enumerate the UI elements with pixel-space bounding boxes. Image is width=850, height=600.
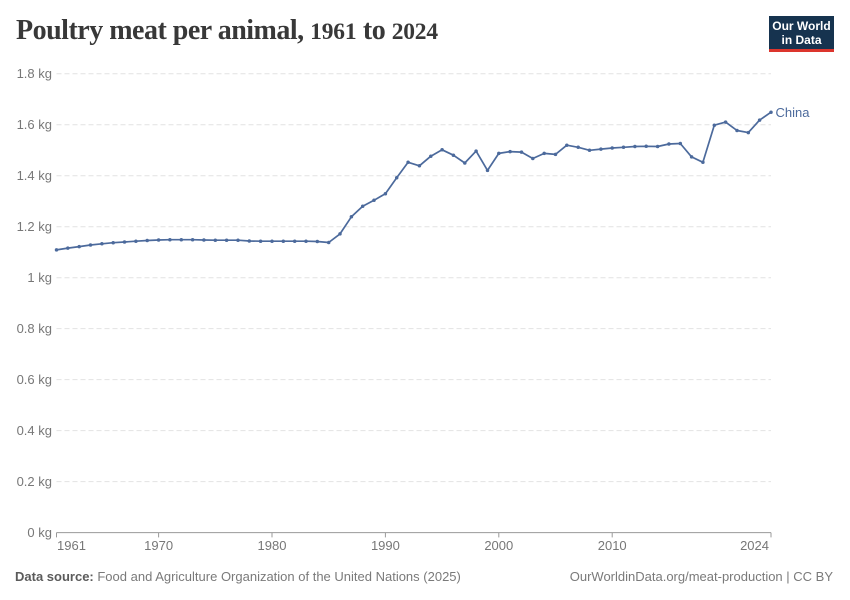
svg-text:1 kg: 1 kg [27, 270, 52, 285]
svg-text:1.6 kg: 1.6 kg [17, 117, 52, 132]
svg-text:China: China [776, 105, 811, 120]
svg-text:2000: 2000 [484, 538, 513, 553]
svg-text:1.2 kg: 1.2 kg [17, 219, 52, 234]
svg-text:0.4 kg: 0.4 kg [17, 423, 52, 438]
svg-text:0.2 kg: 0.2 kg [17, 474, 52, 489]
svg-text:1.4 kg: 1.4 kg [17, 168, 52, 183]
svg-text:2010: 2010 [598, 538, 627, 553]
svg-text:0.8 kg: 0.8 kg [17, 321, 52, 336]
svg-text:2024: 2024 [740, 538, 769, 553]
svg-text:1990: 1990 [371, 538, 400, 553]
svg-text:1961: 1961 [57, 538, 86, 553]
svg-text:0 kg: 0 kg [27, 525, 52, 540]
svg-text:1970: 1970 [144, 538, 173, 553]
svg-text:1980: 1980 [258, 538, 287, 553]
svg-text:0.6 kg: 0.6 kg [17, 372, 52, 387]
svg-text:1.8 kg: 1.8 kg [17, 66, 52, 81]
